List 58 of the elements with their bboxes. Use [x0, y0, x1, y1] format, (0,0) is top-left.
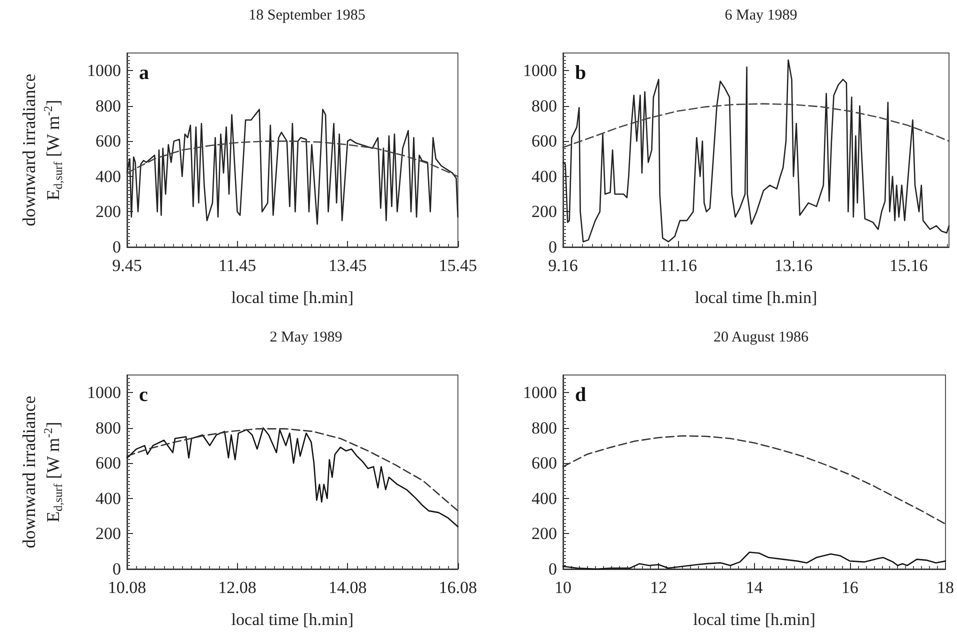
- x-axis-title: local time [h.min]: [231, 610, 354, 629]
- x-axis-title: local time [h.min]: [693, 610, 816, 629]
- y-tick-label: 400: [96, 488, 121, 508]
- y-tick-label: 600: [532, 132, 557, 151]
- y-tick-label: 400: [96, 166, 121, 186]
- x-tick-label: 9.16: [548, 256, 578, 275]
- line-series: [562, 59, 950, 242]
- y-tick-label: 600: [96, 454, 121, 473]
- chart-title: 2 May 1989: [270, 330, 342, 346]
- y-tick-label: 0: [112, 238, 121, 256]
- x-tick-label: 14: [746, 578, 764, 597]
- y-tick-label: 600: [96, 132, 121, 151]
- y-tick-label: 200: [532, 202, 557, 222]
- y-tick-label: 1000: [523, 61, 557, 80]
- x-tick-label: 16: [841, 578, 858, 597]
- annotation: a: [139, 62, 149, 84]
- line-series: [562, 103, 950, 148]
- x-tick-label: 11.16: [659, 256, 698, 275]
- x-tick-label: 9.45: [112, 256, 142, 275]
- y-tick-label: 800: [96, 418, 121, 438]
- x-tick-label: 12: [650, 578, 668, 597]
- x-tick-label: 13.16: [774, 256, 813, 275]
- y-tick-label: 800: [532, 418, 557, 438]
- y-tick-label: 0: [548, 238, 557, 256]
- y-tick-label: 0: [112, 560, 121, 578]
- chart-title: 6 May 1989: [724, 8, 798, 24]
- y-tick-label: 1000: [523, 383, 557, 402]
- chart-title: 20 August 1986: [713, 330, 809, 346]
- y-tick-label: 400: [532, 166, 557, 186]
- y-tick-label: 200: [96, 202, 121, 222]
- y-tick-label: 800: [96, 96, 121, 116]
- chart-title: 18 September 1985: [248, 8, 366, 24]
- y-tick-label: 800: [532, 96, 557, 116]
- annotation: d: [575, 384, 586, 406]
- y-tick-label: 600: [532, 454, 557, 473]
- annotation: c: [139, 384, 148, 406]
- y-tick-label: 200: [96, 524, 121, 544]
- line-series: [126, 427, 459, 528]
- x-tick-label: 13.45: [328, 256, 367, 275]
- y-tick-label: 400: [532, 488, 557, 508]
- x-axis-title: local time [h.min]: [231, 288, 354, 307]
- x-tick-label: 10.08: [108, 578, 146, 597]
- x-tick-label: 16.08: [438, 578, 477, 597]
- line-series: [126, 140, 459, 178]
- x-tick-label: 15.45: [438, 256, 477, 275]
- line-series: [126, 108, 459, 225]
- x-tick-label: 11.45: [218, 256, 256, 275]
- annotation: b: [575, 62, 586, 84]
- y-tick-label: 1000: [87, 383, 121, 402]
- x-tick-label: 12.08: [218, 578, 256, 597]
- x-axis-title: local time [h.min]: [694, 288, 818, 307]
- x-tick-label: 18: [937, 578, 954, 597]
- y-tick-label: 200: [532, 524, 557, 544]
- x-tick-label: 14.08: [328, 578, 367, 597]
- y-tick-label: 1000: [87, 61, 121, 80]
- x-tick-label: 10: [554, 578, 572, 597]
- y-tick-label: 0: [548, 560, 557, 578]
- x-tick-label: 15.16: [890, 256, 928, 275]
